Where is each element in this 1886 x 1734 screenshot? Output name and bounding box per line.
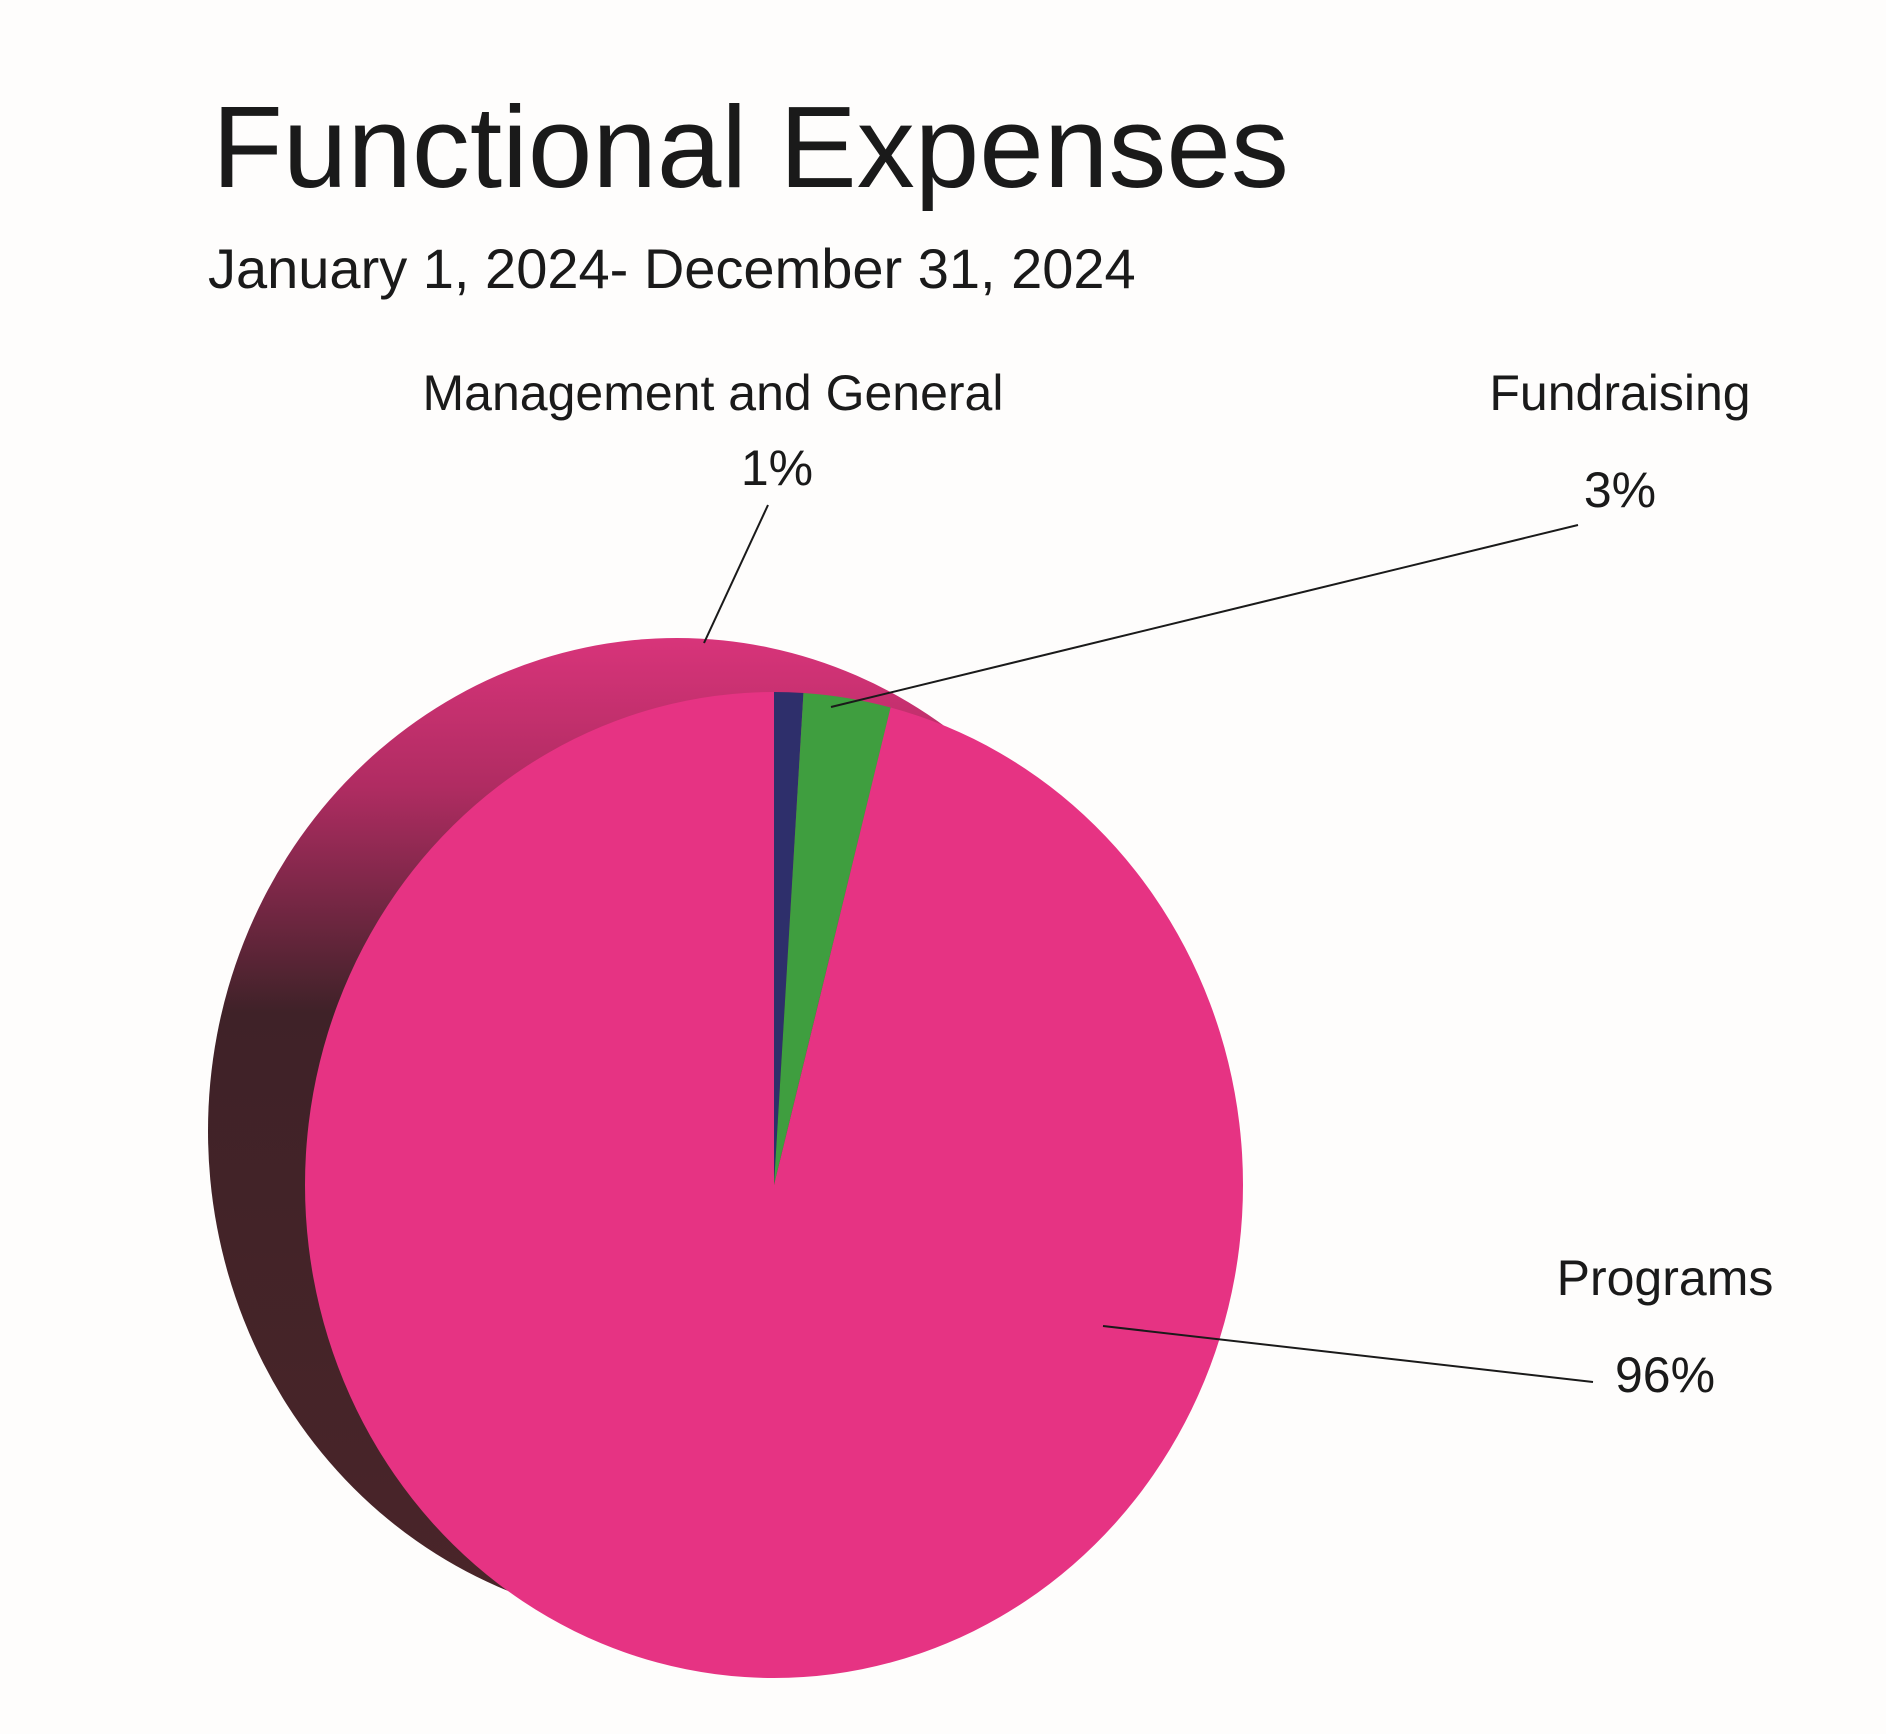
value-label: 96% [1615, 1347, 1715, 1403]
value-label: 3% [1584, 462, 1656, 518]
chart-subtitle: January 1, 2024- December 31, 2024 [208, 237, 1136, 300]
leader-line [1102, 1325, 1594, 1383]
leader-line [830, 524, 1579, 708]
labels: Management and General 1% Fundraising 3% Pro… [423, 365, 1774, 1403]
category-label: Management and General [423, 365, 1004, 421]
value-label: 1% [741, 440, 813, 496]
category-label: Programs [1557, 1250, 1774, 1306]
leader-line [703, 504, 769, 644]
category-label: Fundraising [1489, 365, 1750, 421]
chart-title: Functional Expenses [212, 82, 1289, 212]
pie-slice [304, 692, 1243, 1679]
pie-slice [774, 692, 804, 1185]
pie-slice [774, 692, 891, 1185]
pie [304, 692, 1243, 1679]
